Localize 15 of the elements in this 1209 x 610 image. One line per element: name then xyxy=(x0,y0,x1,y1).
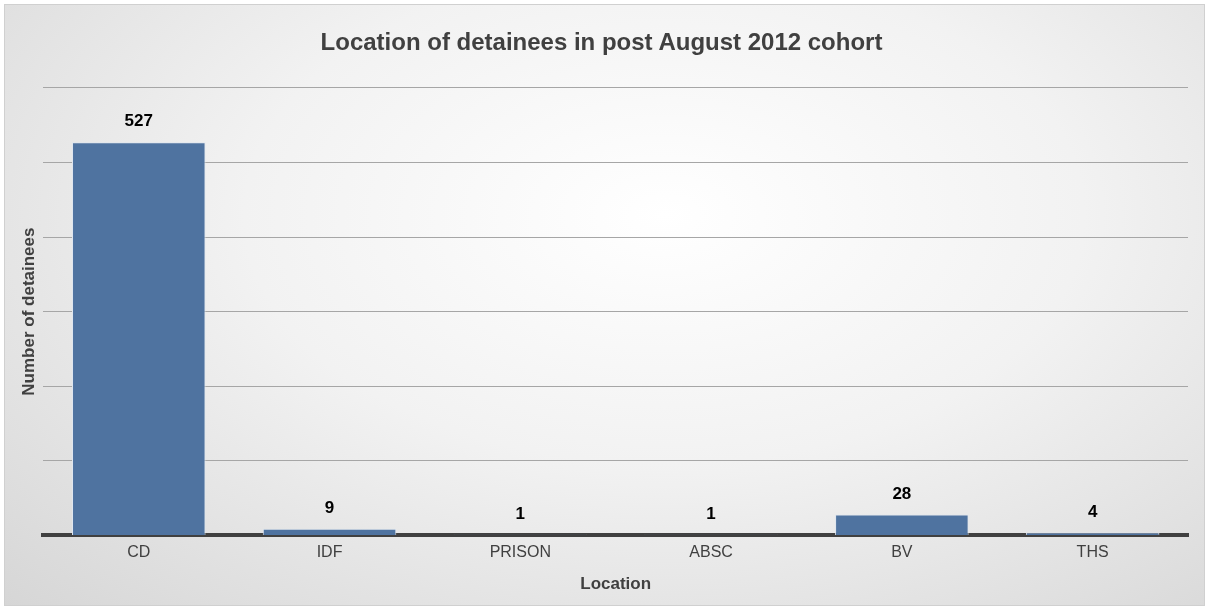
chart-title: Location of detainees in post August 2012 cohort xyxy=(320,28,883,56)
data-label: 4 xyxy=(1087,501,1098,521)
data-label: 9 xyxy=(324,497,335,517)
data-label: 1 xyxy=(515,503,526,523)
x-tick-label: BV xyxy=(891,543,913,561)
x-tick-label: CD xyxy=(127,543,151,561)
data-label: 28 xyxy=(892,483,912,503)
x-tick-label: PRISON xyxy=(489,543,551,561)
y-axis-title: Number of detainees xyxy=(18,227,38,396)
data-label: 527 xyxy=(124,111,153,131)
x-axis-title: Location xyxy=(580,574,652,594)
x-tick-label: ABSC xyxy=(689,543,733,561)
x-tick-label: IDF xyxy=(316,543,343,561)
data-label: 1 xyxy=(706,503,716,523)
x-tick-label: THS xyxy=(1076,543,1109,561)
